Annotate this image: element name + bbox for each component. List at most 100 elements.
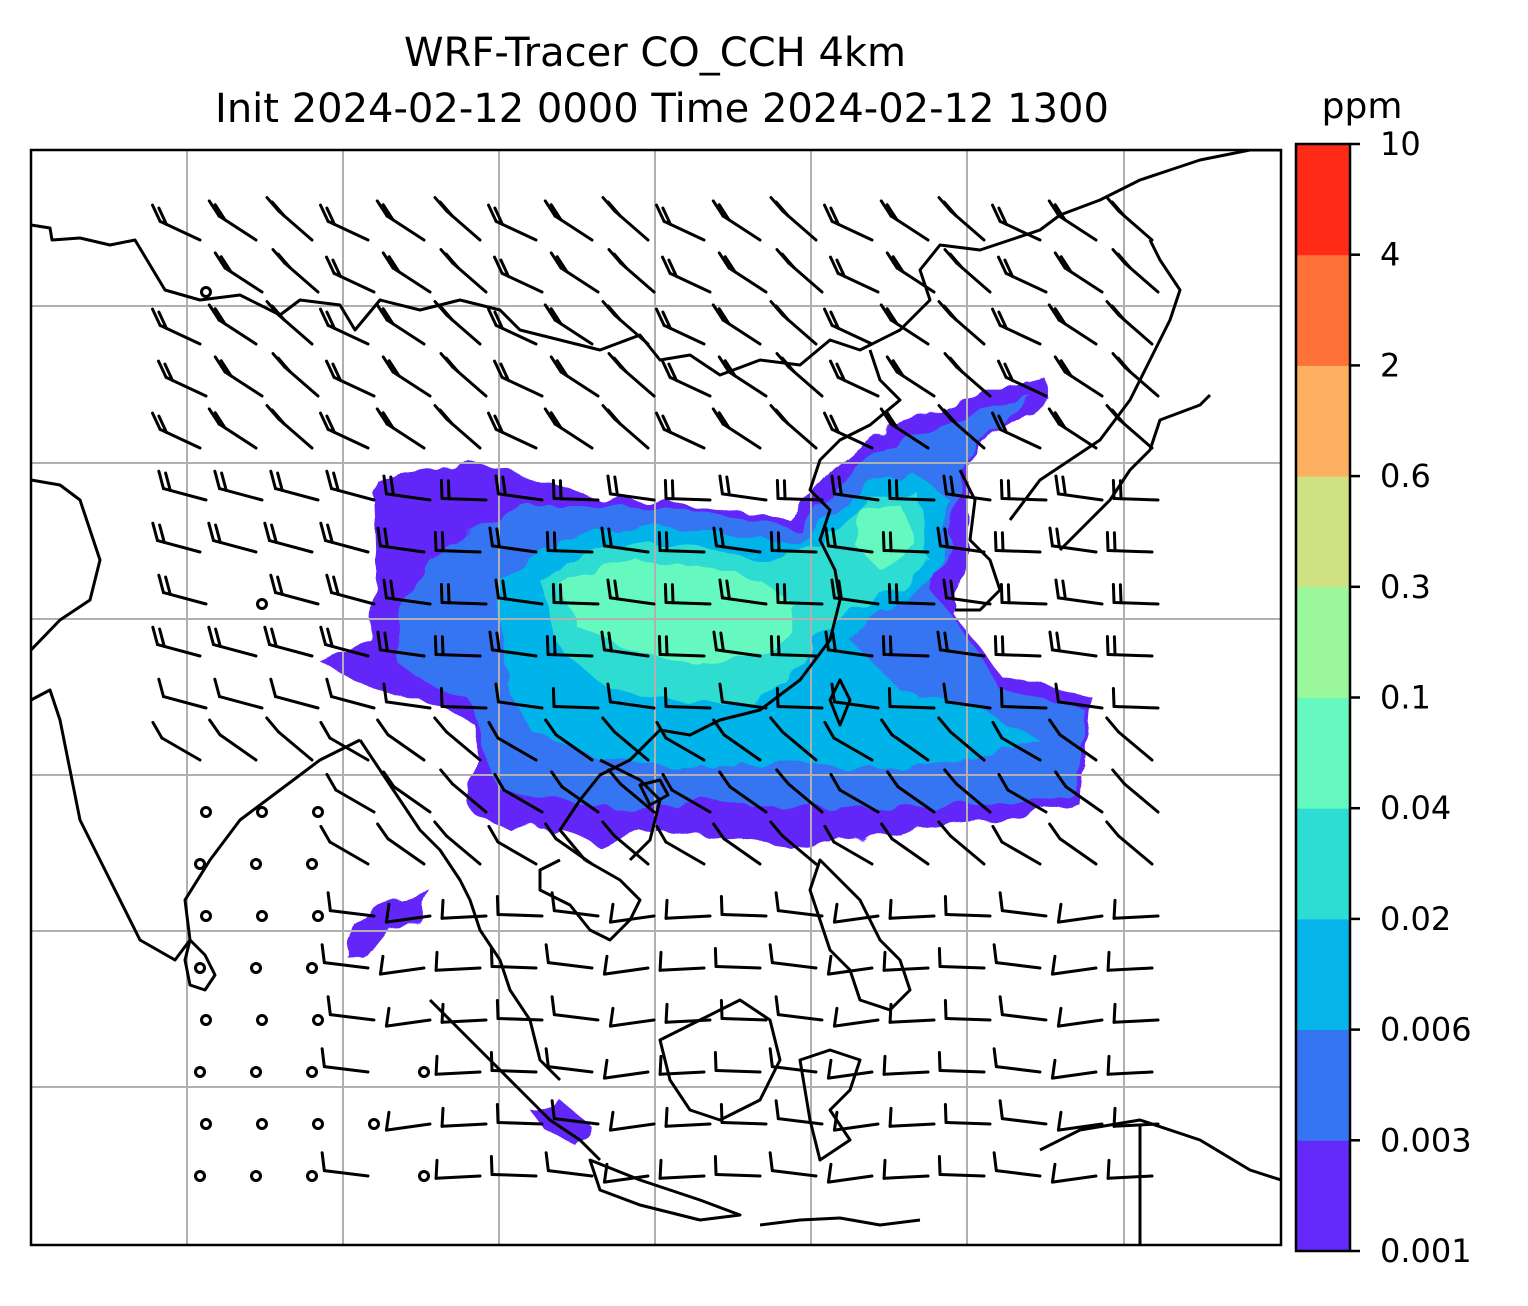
- wind-barb-flag: [942, 408, 958, 426]
- wind-barb-flag: [774, 995, 780, 1017]
- wind-barb-flag: [263, 625, 271, 647]
- wind-barb-flag: [894, 479, 899, 501]
- wind-barb-flag: [164, 471, 172, 492]
- wind-barb-shaft: [602, 1174, 650, 1184]
- wind-barb-shaft: [1112, 704, 1160, 710]
- wind-barb-flag: [888, 898, 893, 920]
- wind-barb-flag: [552, 531, 557, 553]
- wind-barb-shaft: [1122, 782, 1160, 814]
- wind-barb-shaft: [1056, 1018, 1104, 1028]
- wind-barb-shaft: [608, 1122, 656, 1132]
- wind-barb-flag: [885, 203, 899, 222]
- calm-wind-marker: [250, 858, 262, 870]
- wind-barb-flag: [319, 625, 327, 647]
- wind-barb-flag: [993, 634, 998, 656]
- wind-barb-shaft: [440, 1018, 488, 1024]
- wind-barb-flag: [207, 407, 221, 426]
- wind-barb-flag: [661, 414, 672, 434]
- wind-barb-shaft: [1000, 909, 1048, 918]
- wind-barb-flag: [823, 307, 834, 327]
- wind-barb-flag: [602, 1058, 609, 1080]
- wind-barb-flag: [439, 768, 454, 786]
- wind-barb-flag: [325, 359, 336, 379]
- wind-barb-flag: [1006, 583, 1011, 605]
- wind-barb-flag: [829, 772, 842, 792]
- wind-barb-flag: [608, 902, 615, 924]
- wind-barb-flag: [664, 1106, 669, 1128]
- wind-barb-flag: [670, 479, 675, 501]
- wind-barb-flag: [992, 1151, 998, 1173]
- wind-barb-flag: [151, 307, 162, 327]
- wind-barb-flag: [829, 359, 840, 379]
- wind-barb-flag: [774, 200, 790, 218]
- wind-barb-flag: [782, 583, 787, 605]
- wind-barb-flag: [545, 634, 550, 656]
- wind-barb-flag: [263, 521, 271, 543]
- wind-barb-flag: [606, 304, 622, 322]
- wind-barb-flag: [1059, 255, 1073, 274]
- wind-barb-shaft: [612, 730, 650, 762]
- wind-barb-flag: [942, 578, 948, 600]
- wind-barb-flag: [433, 530, 438, 552]
- wind-barb-flag: [937, 946, 942, 968]
- wind-barb-flag: [769, 820, 784, 838]
- calm-wind-marker: [306, 1170, 318, 1182]
- wind-barb-flag: [276, 252, 292, 270]
- wind-barb-shaft: [276, 730, 314, 762]
- wind-barb-shaft: [334, 788, 376, 814]
- wind-barb-flag: [717, 251, 731, 270]
- wind-barb-flag: [269, 677, 277, 699]
- wind-barb-flag: [997, 772, 1010, 792]
- wind-barb-flag: [495, 631, 501, 653]
- wind-barb-shaft: [322, 1169, 370, 1178]
- colorbar-swatch: [1296, 808, 1350, 920]
- wind-barb-flag: [1110, 200, 1126, 218]
- wind-barb-flag: [493, 255, 504, 275]
- wind-barb-flag: [332, 575, 340, 596]
- wind-barb-shaft: [554, 837, 594, 866]
- wind-barb-shaft: [1050, 1070, 1098, 1080]
- wind-barb-shaft: [434, 966, 482, 972]
- wind-barbs: [151, 196, 1160, 1184]
- wind-barb-flag: [495, 1102, 500, 1124]
- wind-barb-flag: [602, 954, 609, 976]
- wind-barb-shaft: [608, 1018, 656, 1028]
- wind-barb-shaft: [888, 1122, 936, 1128]
- wind-barb-flag: [943, 768, 958, 786]
- wind-barb-flag: [997, 255, 1008, 275]
- wind-barb-flag: [608, 1006, 615, 1028]
- wind-barb-shaft: [1106, 1174, 1154, 1180]
- wind-barb-shaft: [720, 1120, 768, 1126]
- wind-barb-flag: [768, 1047, 774, 1069]
- wind-barb-flag: [319, 307, 330, 327]
- wind-barb-shaft: [1000, 840, 1042, 866]
- colorbar-swatch: [1296, 586, 1350, 698]
- wind-barb-shaft: [496, 736, 538, 762]
- wind-barb-shaft: [546, 1065, 594, 1074]
- wind-barb-flag: [998, 891, 1004, 913]
- wind-barb-flag: [326, 891, 332, 913]
- wind-barb-shaft: [602, 1070, 650, 1080]
- wind-barb-flag: [780, 252, 796, 270]
- wind-barb-flag: [717, 203, 731, 222]
- wind-barb-flag: [663, 686, 668, 708]
- wind-barb-shaft: [386, 733, 426, 762]
- wind-barb-flag: [887, 582, 892, 604]
- wind-barb-flag: [493, 310, 504, 330]
- wind-barb-flag: [826, 1058, 833, 1080]
- wind-barb-flag: [937, 716, 952, 734]
- wind-barb-flag: [948, 356, 964, 374]
- map-panel: [31, 150, 1281, 1245]
- wind-barb-flag: [433, 820, 448, 838]
- wind-barb-shaft: [994, 1169, 1042, 1178]
- wind-barb-shaft: [490, 1068, 538, 1074]
- wind-barb-flag: [325, 677, 333, 699]
- wind-barb-flag: [655, 824, 668, 844]
- wind-barb-flag: [768, 1151, 774, 1173]
- wind-barb-flag: [661, 206, 672, 226]
- wind-barb-flag: [375, 407, 389, 426]
- wind-barb-shaft: [720, 1016, 768, 1022]
- wind-barb-flag: [664, 898, 669, 920]
- wind-barb-shaft: [770, 1169, 818, 1178]
- wind-barb-flag: [319, 720, 332, 740]
